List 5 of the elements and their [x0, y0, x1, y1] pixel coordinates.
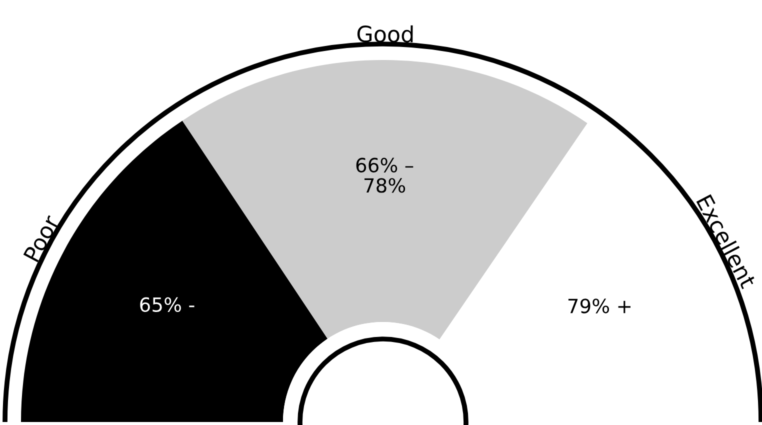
slice-label: Good [357, 25, 413, 43]
text: 66% – 78% [356, 158, 414, 193]
slice-label: Poor [23, 213, 60, 262]
text: 65% - [140, 297, 194, 312]
text: 79% + [568, 298, 630, 314]
